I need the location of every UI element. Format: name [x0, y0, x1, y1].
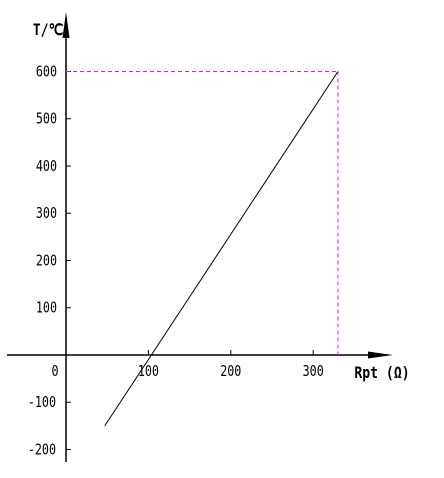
x-axis-title: Rpt (Ω) [354, 364, 409, 383]
y-tick-label: 400 [36, 159, 57, 176]
x-tick-label: 0 [51, 364, 58, 381]
x-tick-label: 300 [303, 364, 324, 381]
y-tick-label: 300 [36, 206, 57, 223]
y-tick-label: 600 [36, 64, 57, 81]
x-tick-label: 100 [138, 364, 159, 381]
y-tick-label: 100 [36, 300, 57, 317]
y-axis-title: T/℃ [33, 21, 64, 40]
y-axis-arrowhead [62, 12, 70, 38]
series-line [104, 71, 339, 427]
y-tick-label: 500 [36, 111, 57, 128]
x-axis-arrowhead [368, 351, 393, 359]
y-tick-label: -200 [28, 442, 56, 459]
y-tick-label: 200 [36, 253, 57, 270]
y-tick-label: -100 [28, 395, 56, 412]
x-tick-label: 200 [220, 364, 241, 381]
